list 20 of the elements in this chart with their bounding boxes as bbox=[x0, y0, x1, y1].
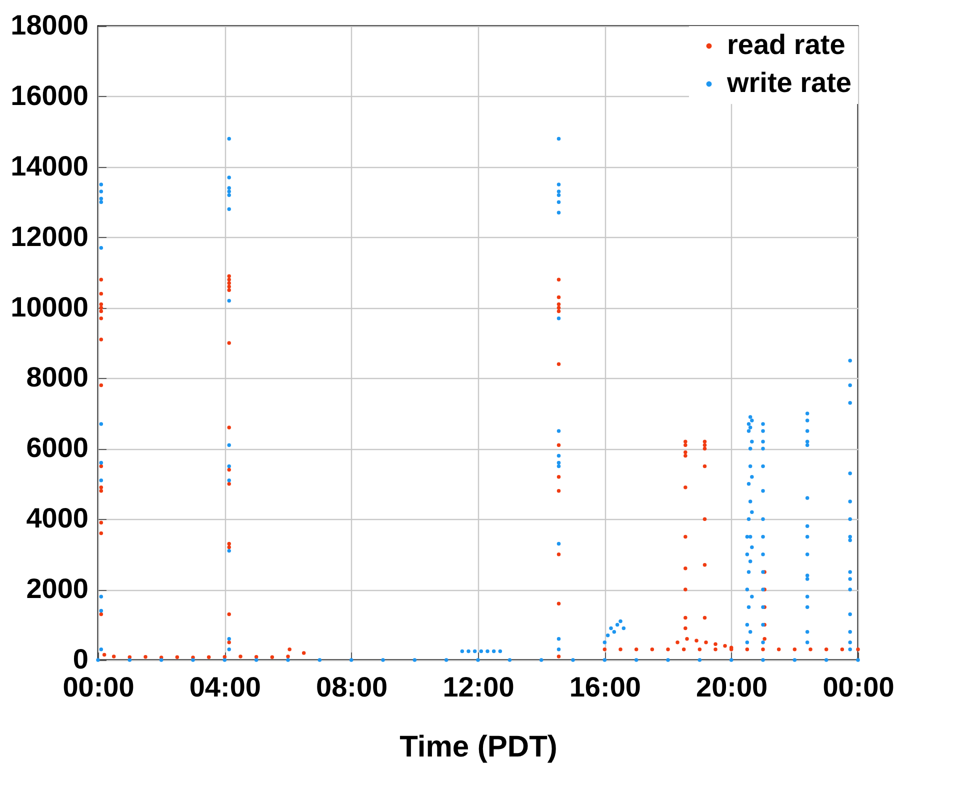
legend-label: write rate bbox=[726, 67, 852, 98]
y-tick-label: 16000 bbox=[10, 80, 88, 111]
y-tick-label: 4000 bbox=[26, 502, 88, 534]
x-tick-label: 20:00 bbox=[696, 672, 768, 702]
y-tick-label: 12000 bbox=[10, 220, 88, 252]
y-tick-label: 10000 bbox=[10, 291, 88, 322]
y-tick-label: 14000 bbox=[10, 150, 88, 182]
x-tick-label: 00:00 bbox=[822, 672, 894, 702]
y-tick-label: 8000 bbox=[26, 362, 88, 393]
y-tick-label: 2000 bbox=[26, 573, 88, 604]
x-tick-label: 08:00 bbox=[316, 672, 388, 702]
x-tick-label: 12:00 bbox=[442, 672, 514, 702]
x-axis-title: Time (PDT) bbox=[400, 730, 558, 764]
x-tick-label: 00:00 bbox=[62, 672, 134, 702]
y-tick-label: 0 bbox=[72, 644, 88, 674]
x-tick-label: 04:00 bbox=[189, 672, 261, 702]
y-tick-label: 6000 bbox=[26, 432, 88, 464]
x-tick-label: 16:00 bbox=[569, 672, 641, 702]
legend-label: read rate bbox=[727, 29, 846, 60]
y-tick-label: 18000 bbox=[10, 10, 88, 40]
